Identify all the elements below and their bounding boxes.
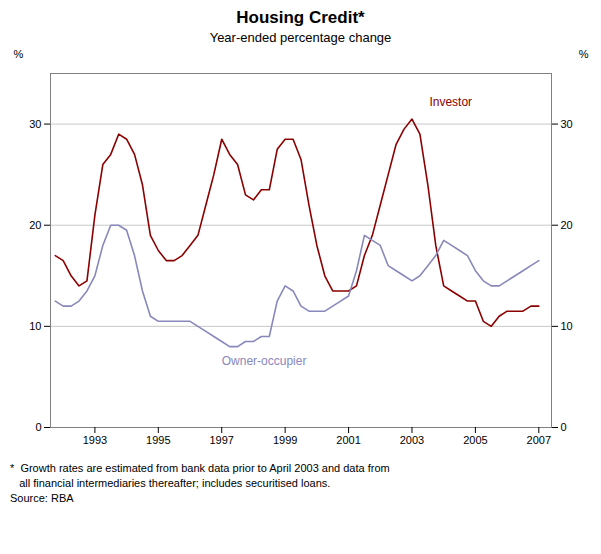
svg-text:1993: 1993 (83, 434, 107, 446)
svg-text:2001: 2001 (336, 434, 360, 446)
svg-text:10: 10 (29, 320, 41, 332)
svg-text:20: 20 (29, 219, 41, 231)
svg-text:1997: 1997 (209, 434, 233, 446)
svg-text:%: % (579, 48, 589, 60)
html-text:Housing Credit*: Housing Credit* (236, 8, 365, 27)
svg-text:10: 10 (561, 320, 573, 332)
html-text:Source: RBA: Source: RBA (10, 492, 74, 504)
html-text:all financial intermediaries t: all financial intermediaries thereafter;… (10, 477, 331, 489)
svg-text:2005: 2005 (463, 434, 487, 446)
svg-text:1995: 1995 (146, 434, 170, 446)
svg-text:Owner-occupier: Owner-occupier (222, 354, 307, 368)
svg-text:2003: 2003 (400, 434, 424, 446)
svg-text:0: 0 (35, 421, 41, 433)
html-text:Year-ended percentage change: Year-ended percentage change (209, 30, 392, 45)
svg-text:Investor: Investor (429, 95, 472, 109)
svg-text:1999: 1999 (273, 434, 297, 446)
svg-text:0: 0 (561, 421, 567, 433)
svg-text:%: % (14, 48, 24, 60)
svg-text:30: 30 (29, 118, 41, 130)
svg-text:30: 30 (561, 118, 573, 130)
svg-text:20: 20 (561, 219, 573, 231)
svg-text:2007: 2007 (527, 434, 551, 446)
html-text:* Growth rates are estimated f: * Growth rates are estimated from bank d… (10, 462, 390, 474)
